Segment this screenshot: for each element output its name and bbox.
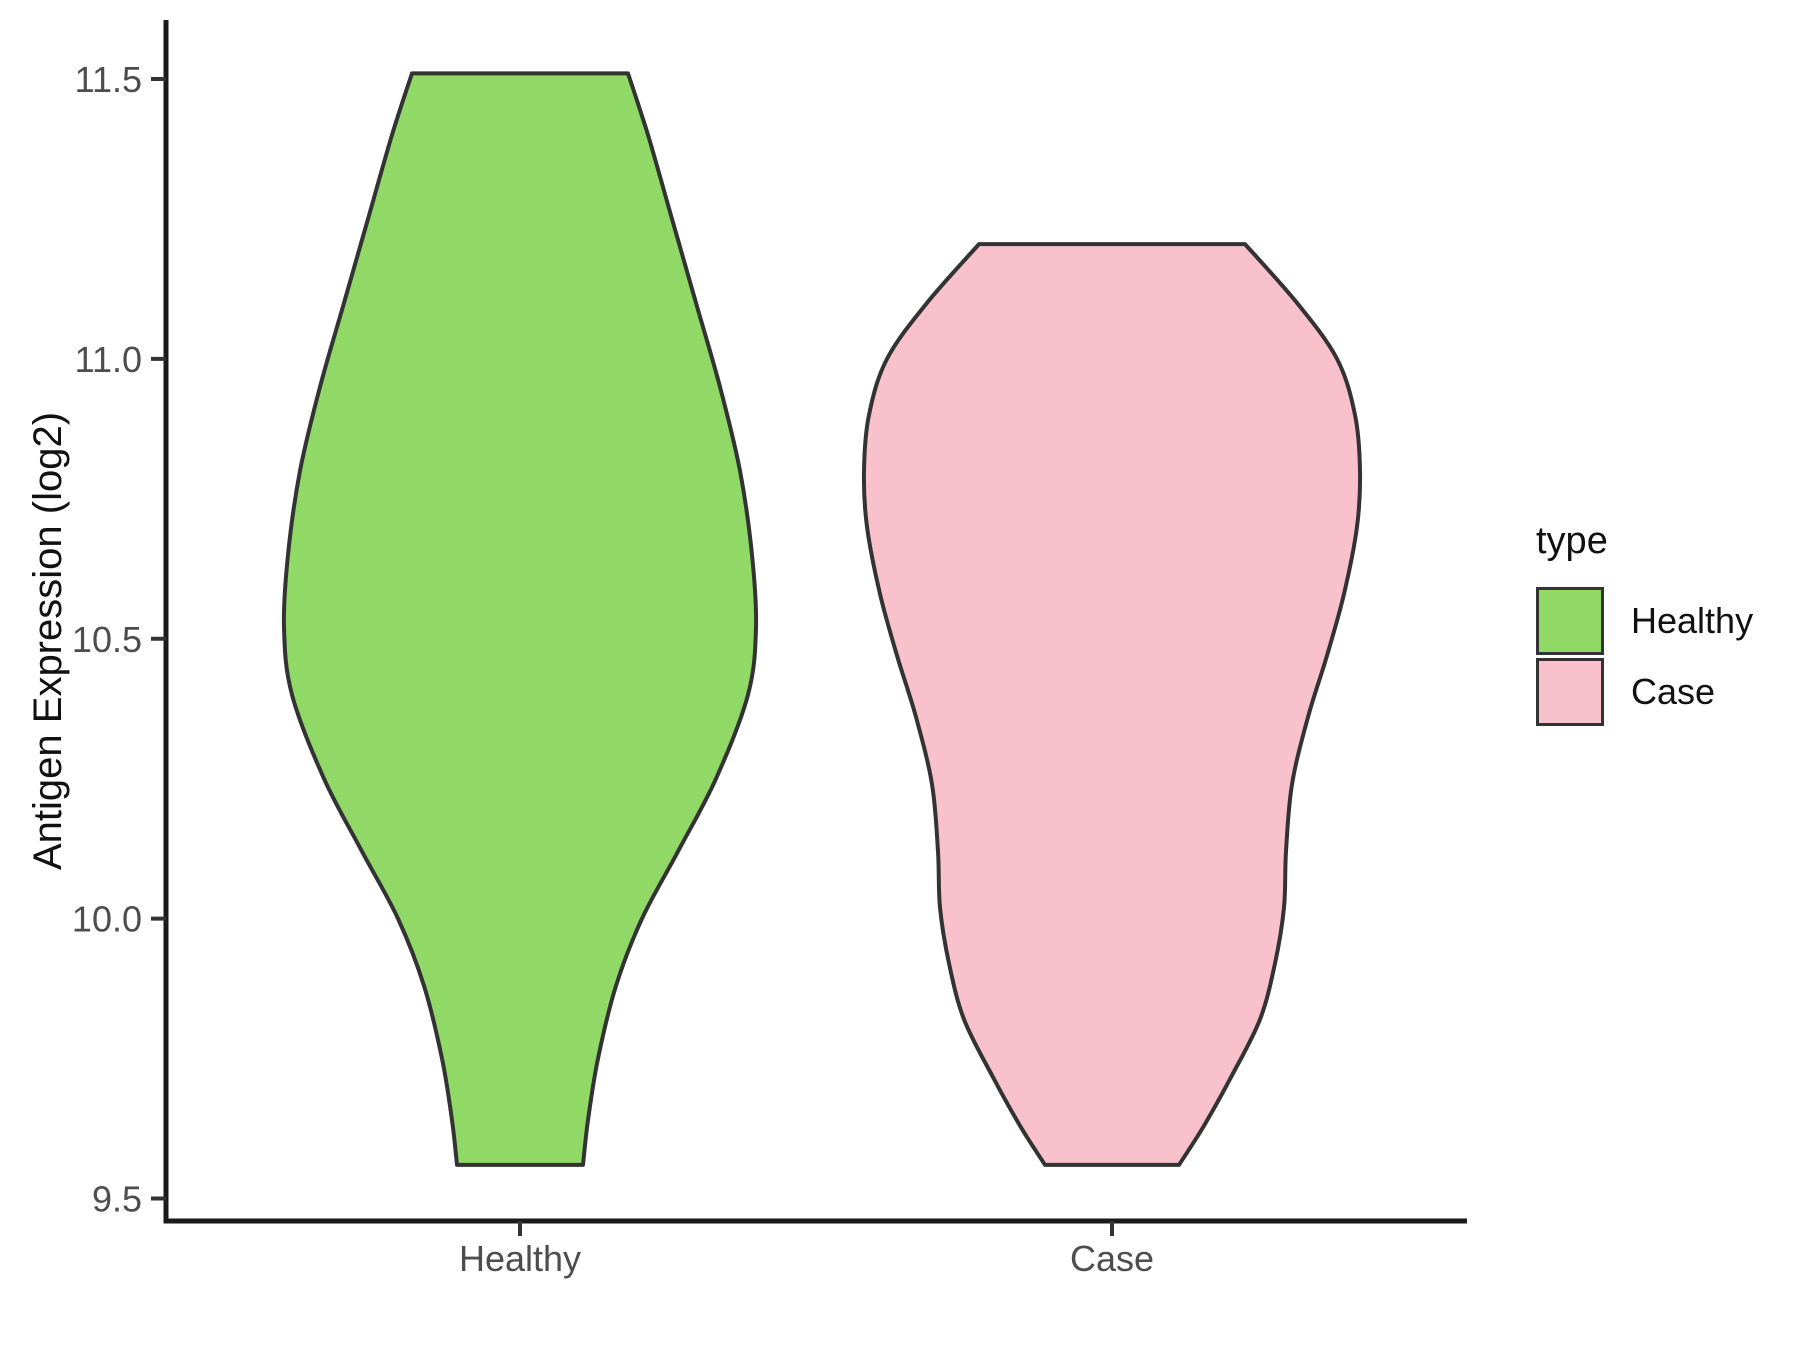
y-tick-label: 11.5 bbox=[75, 59, 142, 100]
x-category-label: Healthy bbox=[459, 1238, 581, 1279]
y-tick-label: 9.5 bbox=[92, 1179, 142, 1220]
legend-swatch-case bbox=[1536, 658, 1604, 726]
y-axis-title: Antigen Expression (log2) bbox=[26, 411, 70, 871]
y-tick-label: 11.0 bbox=[75, 339, 142, 380]
legend-title: type bbox=[1536, 520, 1608, 562]
axis-lines bbox=[163, 20, 1467, 1224]
y-tick-label: 10.0 bbox=[72, 899, 142, 940]
legend-entry-case: Case bbox=[1536, 658, 1753, 726]
x-category-label: Case bbox=[1070, 1238, 1154, 1279]
y-tick-label: 10.5 bbox=[72, 619, 142, 660]
legend-entry-healthy: Healthy bbox=[1536, 587, 1753, 655]
legend-label-healthy: Healthy bbox=[1631, 600, 1754, 641]
legend: type Healthy Case bbox=[1536, 520, 1753, 729]
legend-label-case: Case bbox=[1631, 671, 1716, 712]
legend-swatch-healthy bbox=[1536, 587, 1604, 655]
violin-healthy bbox=[281, 71, 759, 1167]
violin-case bbox=[861, 242, 1363, 1167]
